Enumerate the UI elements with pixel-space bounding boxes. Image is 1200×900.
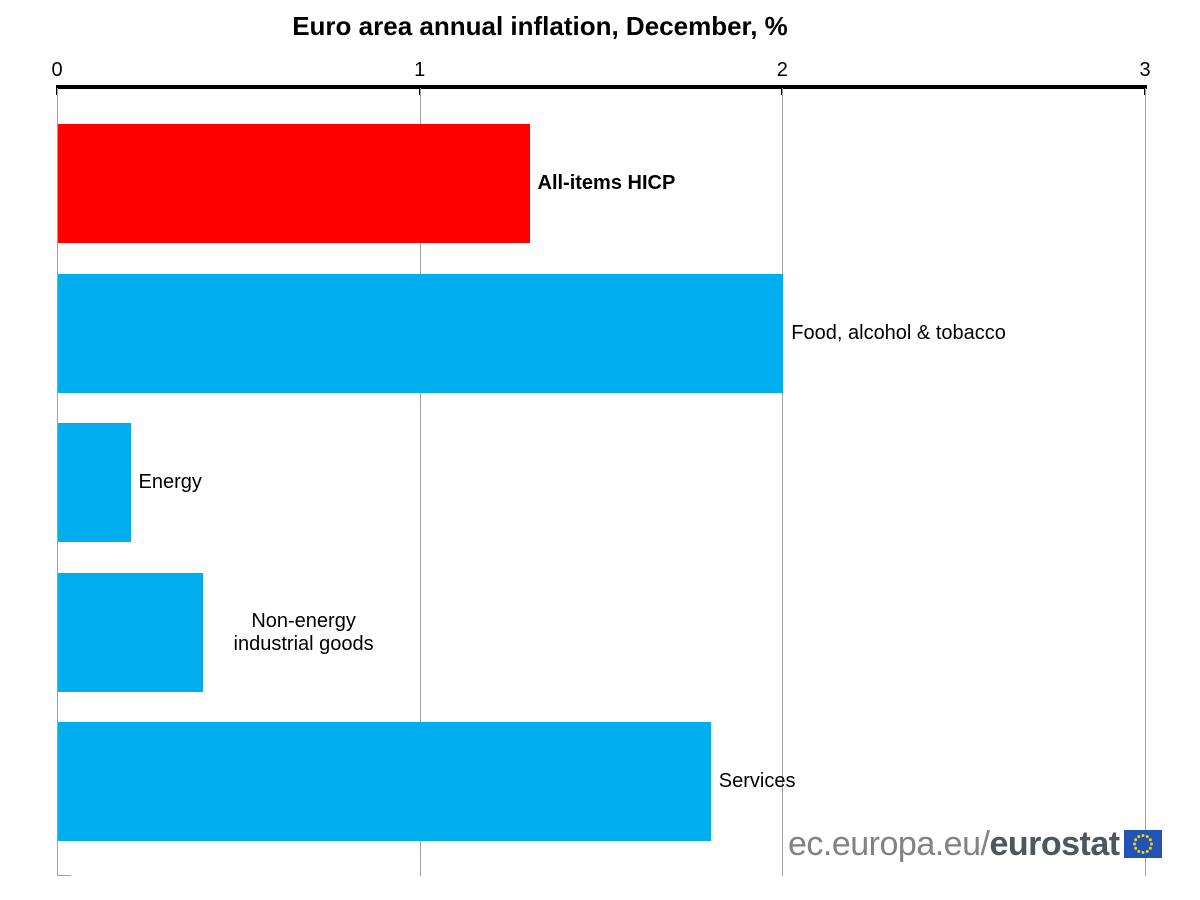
bar-label-non-energy-industrial-goods: Non-energy industrial goods bbox=[233, 609, 374, 655]
bar-all-items-hicp bbox=[58, 124, 530, 243]
bar-non-energy-industrial-goods bbox=[58, 573, 204, 692]
bar-food-alcohol-tobacco bbox=[58, 274, 784, 393]
eurostat-watermark: ec.europa.eu/eurostat bbox=[788, 824, 1162, 864]
bar-label-energy: Energy bbox=[138, 471, 202, 493]
watermark-url-prefix: ec.europa.eu/ bbox=[788, 824, 990, 863]
gridline-3 bbox=[1145, 88, 1146, 876]
bar-services bbox=[58, 722, 711, 841]
gridline-2 bbox=[782, 88, 784, 876]
axis-foot bbox=[57, 875, 71, 876]
bar-label-services: Services bbox=[718, 770, 796, 792]
axis-tick-label-1: 1 bbox=[414, 59, 426, 81]
axis-tick-label-2: 2 bbox=[776, 59, 788, 81]
chart-title: Euro area annual inflation, December, % bbox=[292, 11, 788, 41]
eu-flag-icon bbox=[1123, 830, 1162, 858]
axis-tick-label-0: 0 bbox=[51, 59, 63, 81]
bar-label-food-alcohol-tobacco: Food, alcohol & tobacco bbox=[791, 322, 1006, 344]
x-axis-line bbox=[56, 85, 1147, 89]
axis-tick-label-3: 3 bbox=[1139, 59, 1151, 81]
watermark-brand: eurostat bbox=[989, 824, 1120, 863]
bar-label-all-items-hicp: All-items HICP bbox=[537, 172, 676, 194]
gridline-1 bbox=[419, 88, 421, 876]
bar-energy bbox=[58, 423, 131, 542]
gridline-0 bbox=[57, 88, 58, 876]
